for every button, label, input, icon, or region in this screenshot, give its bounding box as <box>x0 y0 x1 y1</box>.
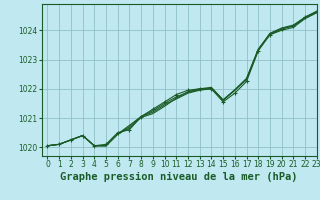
X-axis label: Graphe pression niveau de la mer (hPa): Graphe pression niveau de la mer (hPa) <box>60 172 298 182</box>
